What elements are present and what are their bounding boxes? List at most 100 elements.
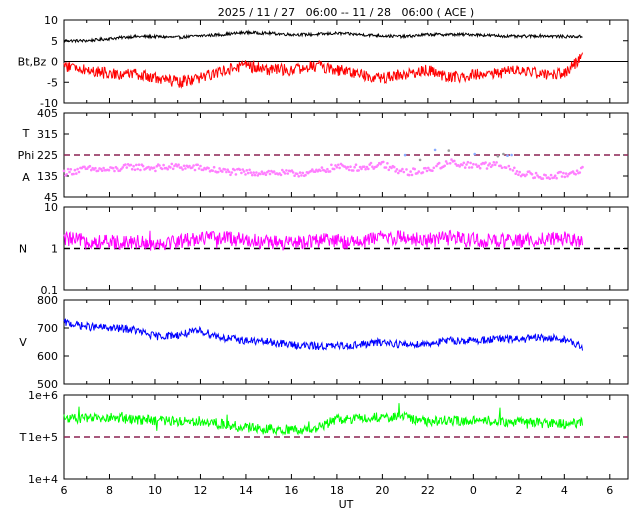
phi-point: [227, 170, 231, 174]
phi-point: [541, 177, 545, 180]
phi-point: [297, 175, 301, 178]
phi-point: [135, 163, 138, 167]
y-axis-label: Phi: [18, 149, 35, 162]
y-tick-label: 500: [37, 378, 58, 391]
y-tick-label: 0: [51, 56, 58, 69]
phi-point: [450, 158, 453, 161]
phi-point: [338, 166, 341, 170]
phi-point: [296, 172, 299, 176]
phi-point: [328, 170, 332, 173]
phi-point: [504, 166, 508, 169]
phi-point: [376, 164, 380, 167]
phi-point: [443, 164, 447, 168]
phi-point: [181, 168, 184, 171]
phi-point: [267, 169, 271, 173]
phi-point: [293, 174, 296, 177]
phi-point: [387, 168, 391, 172]
phi-point: [148, 168, 152, 171]
phi-point: [496, 154, 500, 158]
phi-point: [197, 167, 201, 170]
phi-point: [465, 163, 468, 166]
phi-point: [242, 170, 246, 173]
phi-point: [360, 167, 363, 171]
phi-point: [94, 166, 97, 170]
phi-point: [225, 170, 228, 174]
phi-point: [221, 170, 224, 173]
phi-point: [544, 174, 547, 177]
phi-point: [394, 170, 397, 173]
phi-point: [533, 176, 537, 179]
phi-point: [141, 164, 145, 168]
phi-point: [263, 171, 266, 175]
phi-point: [473, 152, 477, 156]
phi-point: [240, 171, 243, 175]
phi-point: [272, 170, 276, 173]
phi-point: [249, 171, 253, 174]
x-tick-label: 0: [470, 484, 477, 497]
panels: 10 5 0 -5 -10 Bt,Bz 405 315 225 135 45 T Phi A 10 1 0.1 N…: [18, 14, 629, 497]
phi-point: [574, 173, 577, 176]
phi-point: [324, 170, 328, 173]
x-tick-label: 2: [515, 484, 522, 497]
phi-point: [90, 168, 93, 172]
phi-point: [478, 166, 482, 170]
phi-point: [188, 164, 191, 168]
phi-point: [319, 169, 322, 172]
phi-point: [125, 166, 129, 169]
panel-angle: 405 315 225 135 45 T Phi A: [18, 107, 629, 204]
phi-point: [248, 168, 251, 172]
phi-point: [563, 175, 567, 179]
x-axis-label: UT: [339, 498, 354, 511]
phi-point: [113, 169, 116, 173]
phi-point: [444, 160, 448, 163]
y-tick-label: 315: [37, 128, 58, 141]
phi-point: [353, 165, 356, 169]
phi-point: [245, 169, 249, 172]
phi-point: [552, 176, 556, 179]
phi-point: [283, 172, 287, 175]
phi-point: [72, 172, 75, 176]
phi-point: [427, 166, 430, 170]
phi-point: [212, 165, 216, 169]
phi-point: [405, 168, 408, 171]
phi-point: [65, 173, 68, 176]
y-tick-label: 700: [37, 322, 58, 335]
phi-point: [358, 165, 362, 169]
phi-point: [180, 166, 183, 169]
phi-point: [100, 169, 104, 172]
phi-point: [492, 161, 496, 164]
phi-point: [369, 161, 373, 165]
phi-point: [255, 171, 258, 174]
phi-point: [453, 159, 456, 163]
phi-point: [268, 172, 272, 176]
phi-point: [253, 173, 257, 177]
phi-point: [437, 161, 441, 165]
phi-point: [433, 148, 437, 152]
phi-point: [115, 167, 119, 170]
phi-point: [553, 174, 557, 177]
phi-point: [357, 169, 361, 172]
phi-point: [152, 166, 156, 169]
y-tick-label: 10: [44, 14, 58, 27]
phi-point: [507, 164, 511, 168]
phi-point: [477, 164, 481, 168]
y-tick-label: -10: [40, 97, 58, 110]
phi-point: [226, 168, 229, 171]
y-tick-label: 1e+5: [28, 431, 58, 444]
phi-point: [575, 169, 579, 172]
phi-point: [458, 165, 462, 168]
x-tick-label: 22: [421, 484, 435, 497]
panel-magnetic-field: 10 5 0 -5 -10 Bt,Bz: [18, 14, 629, 110]
series-bz-line: [63, 52, 583, 89]
phi-point: [564, 172, 568, 175]
x-tick-label: 18: [330, 484, 344, 497]
phi-point: [534, 171, 538, 175]
phi-point: [330, 163, 333, 167]
y-axis-label: T: [19, 431, 27, 444]
phi-point: [290, 169, 294, 172]
x-tick-label: 12: [193, 484, 207, 497]
phi-point: [566, 174, 569, 178]
chart-title: 2025 / 11 / 27 06:00 -- 11 / 28 06:00 ( …: [218, 6, 474, 19]
phi-point: [549, 173, 553, 177]
